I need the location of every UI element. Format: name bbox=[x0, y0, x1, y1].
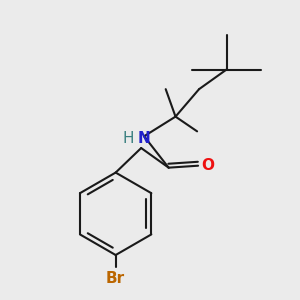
Text: Br: Br bbox=[106, 271, 125, 286]
Text: O: O bbox=[201, 158, 214, 173]
Text: H: H bbox=[123, 131, 134, 146]
Text: N: N bbox=[138, 131, 151, 146]
